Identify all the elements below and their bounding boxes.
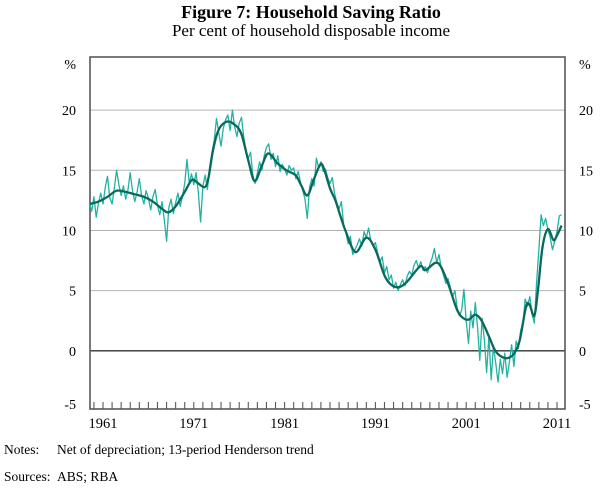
chart-title: Figure 7: Household Saving Ratio	[181, 2, 441, 22]
y-tick-label-left: 10	[62, 224, 76, 239]
y-tick-label-left: -5	[64, 398, 76, 413]
plot-frame	[89, 56, 566, 410]
y-tick-label-right: 20	[579, 104, 593, 119]
x-tick-label: 2001	[452, 416, 481, 432]
sources-text: ABS; RBA	[57, 469, 119, 484]
chart-subtitle: Per cent of household disposable income	[171, 21, 451, 40]
y-tick-label-right: 10	[579, 224, 593, 239]
y-axis-unit-left: %	[64, 58, 76, 73]
y-tick-label-left: 15	[62, 164, 76, 179]
y-tick-label-right: -5	[579, 398, 591, 413]
x-tick-label: 1961	[89, 416, 118, 432]
series-trend	[90, 120, 563, 360]
x-tick-label: 2011	[543, 416, 571, 432]
y-tick-label-left: 5	[69, 285, 76, 300]
sources-label: Sources:	[4, 469, 51, 484]
y-tick-label-right: 5	[579, 285, 586, 300]
y-tick-label-right: 15	[579, 164, 593, 179]
x-tick-label: 1991	[361, 416, 390, 432]
y-tick-label-left: 0	[69, 345, 76, 360]
y-axis-unit-right: %	[579, 58, 591, 73]
x-tick-label: 1971	[179, 416, 208, 432]
notes-text: Net of depreciation; 13-period Henderson…	[57, 442, 314, 457]
y-tick-label-left: 20	[62, 104, 76, 119]
y-tick-label-right: 0	[579, 345, 586, 360]
notes-label: Notes:	[4, 442, 40, 457]
x-tick-label: 1981	[270, 416, 299, 432]
